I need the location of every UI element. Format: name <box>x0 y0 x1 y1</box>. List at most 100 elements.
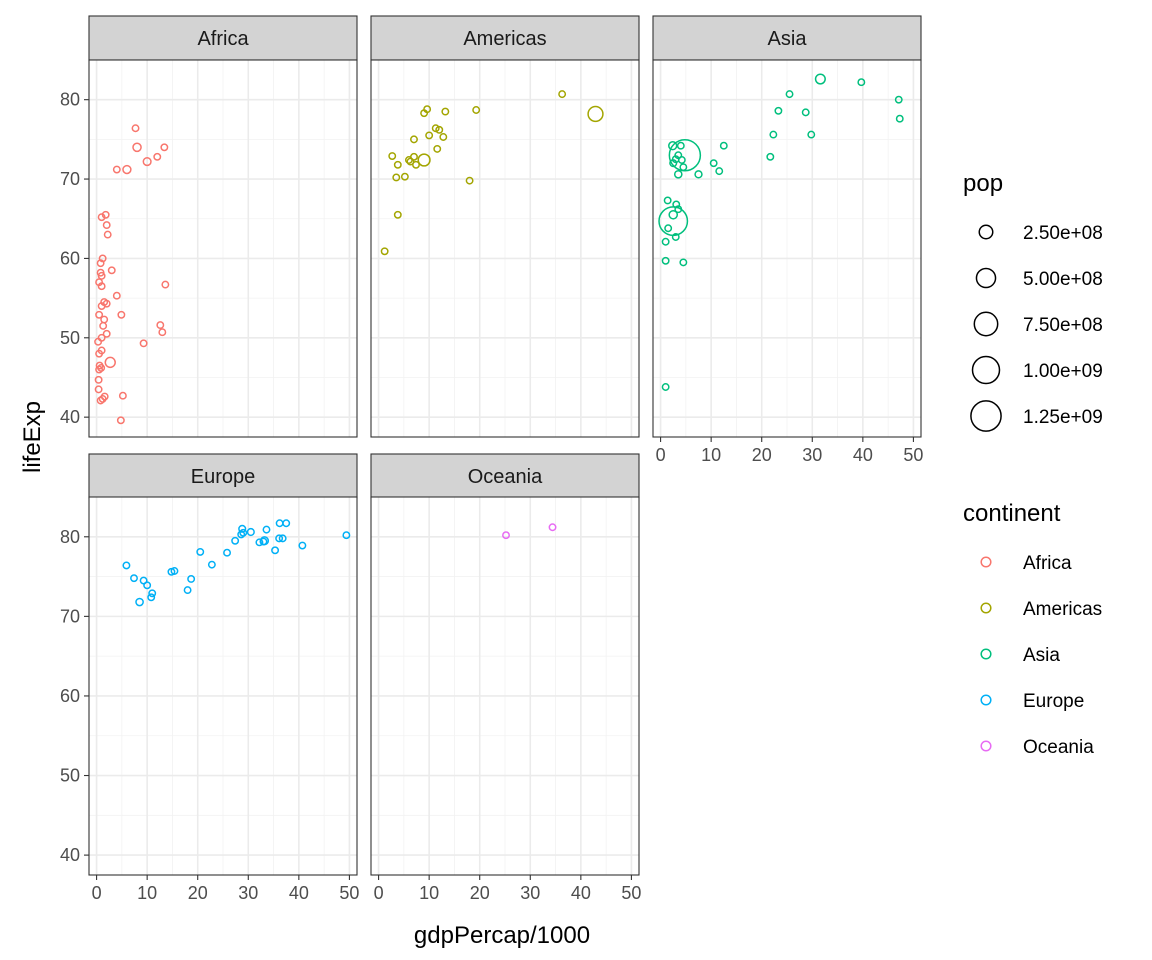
point-africa <box>160 143 169 152</box>
point-asia <box>709 159 718 168</box>
point-africa <box>97 333 106 342</box>
point-africa <box>103 230 112 239</box>
point-asia <box>857 78 866 87</box>
point-africa <box>97 213 106 222</box>
x-tick-label: 10 <box>419 883 439 903</box>
point-europe <box>135 597 144 607</box>
point-asia <box>766 152 775 161</box>
y-tick-label: 80 <box>60 90 80 110</box>
legend-pop-key <box>978 224 994 240</box>
x-tick-label: 40 <box>853 445 873 465</box>
point-europe <box>148 589 157 598</box>
point-africa <box>98 254 107 263</box>
legend-pop-label: 1.00e+09 <box>1023 361 1103 382</box>
x-tick-label: 40 <box>289 883 309 903</box>
point-africa <box>95 349 104 358</box>
point-africa <box>142 157 152 167</box>
strip-label-oceania: Oceania <box>468 466 543 488</box>
point-europe <box>259 537 268 546</box>
point-asia <box>672 200 681 209</box>
point-europe <box>275 519 284 528</box>
panel-border <box>370 496 640 876</box>
point-asia <box>895 114 904 123</box>
point-asia <box>801 108 810 117</box>
point-europe <box>183 586 192 595</box>
x-tick-label: 30 <box>802 445 822 465</box>
legend-continent-title: continent <box>963 500 1061 527</box>
point-africa <box>99 321 108 330</box>
point-africa <box>112 165 121 174</box>
legend-pop-key <box>971 355 1001 385</box>
point-africa <box>131 124 140 133</box>
y-tick-label: 60 <box>60 248 80 268</box>
panel-border <box>652 59 922 438</box>
point-europe <box>231 536 240 545</box>
point-europe <box>207 560 216 569</box>
point-asia <box>664 224 673 233</box>
strip-label-asia: Asia <box>768 28 808 50</box>
point-europe <box>196 547 205 556</box>
point-americas <box>412 160 420 169</box>
panel-border <box>370 59 640 438</box>
x-tick-label: 40 <box>571 883 591 903</box>
point-americas <box>435 125 444 134</box>
legend-continent-label: Asia <box>1023 645 1060 666</box>
point-asia <box>677 156 686 164</box>
point-africa <box>95 365 104 374</box>
legend-pop: pop 2.50e+08 5.00e+08 7.50e+08 1.00e+09 1.25e… <box>963 170 1103 432</box>
point-asia <box>894 95 903 104</box>
x-tick-label: 0 <box>374 883 384 903</box>
strip-americas <box>370 15 640 61</box>
point-americas <box>417 153 431 167</box>
point-europe <box>246 527 255 537</box>
point-europe <box>147 593 156 602</box>
point-africa <box>102 329 111 338</box>
y-tick-label: 40 <box>60 845 80 865</box>
point-americas <box>439 133 448 141</box>
point-europe <box>143 581 152 590</box>
point-americas <box>380 247 389 256</box>
point-asia <box>661 383 670 391</box>
x-tick-label: 50 <box>903 445 923 465</box>
point-asia <box>661 237 670 246</box>
point-asia <box>715 167 724 176</box>
point-americas <box>393 210 402 219</box>
point-americas <box>388 152 397 160</box>
point-europe <box>170 567 179 575</box>
point-africa <box>156 321 165 330</box>
x-tick-label: 20 <box>752 445 772 465</box>
point-africa <box>161 280 170 289</box>
point-oceania <box>502 531 510 540</box>
legend-pop-label: 1.25e+09 <box>1023 407 1103 428</box>
y-tick-label: 60 <box>60 686 80 706</box>
point-americas <box>406 157 415 166</box>
point-africa <box>153 152 162 161</box>
point-asia <box>668 209 679 220</box>
x-tick-label: 20 <box>188 883 208 903</box>
point-europe <box>271 546 280 555</box>
point-africa <box>117 310 126 319</box>
point-americas <box>425 131 434 140</box>
point-asia <box>674 205 683 214</box>
x-axis-title: gdpPercap/1000 <box>414 922 590 949</box>
point-americas <box>465 176 474 185</box>
point-americas <box>587 105 604 123</box>
x-tick-label: 0 <box>656 445 666 465</box>
legend-pop-key <box>970 400 1002 432</box>
point-americas <box>558 90 567 99</box>
point-asia <box>769 130 778 139</box>
point-europe <box>255 538 264 547</box>
legend-pop-label: 2.50e+08 <box>1023 223 1103 244</box>
point-africa <box>94 375 103 384</box>
point-asia <box>694 170 703 179</box>
point-europe <box>262 525 271 534</box>
y-tick-label: 50 <box>60 328 80 348</box>
point-africa <box>118 391 127 400</box>
strip-label-europe: Europe <box>191 466 256 488</box>
point-africa <box>102 221 111 230</box>
legend-continent-label: Europe <box>1023 691 1084 712</box>
strip-africa <box>88 15 358 61</box>
point-asia <box>661 256 670 265</box>
x-tick-label: 10 <box>137 883 157 903</box>
